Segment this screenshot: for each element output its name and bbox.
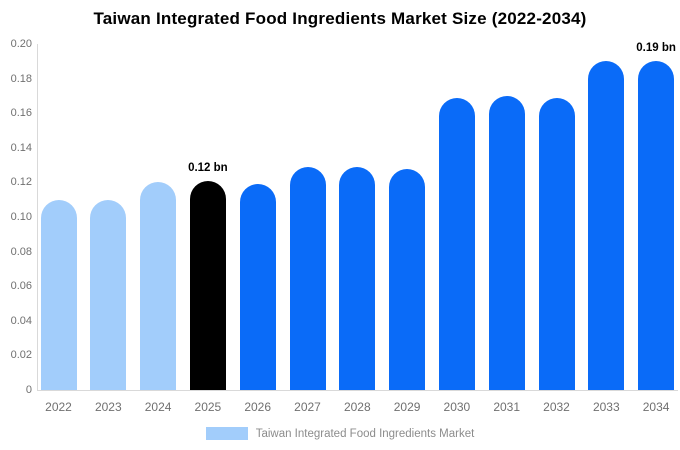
bar-2025[interactable] [189,180,226,390]
x-axis-label-2027: 2027 [294,400,321,414]
bar-2026[interactable] [239,184,276,390]
legend-label: Taiwan Integrated Food Ingredients Marke… [255,427,475,440]
bar-2027[interactable] [289,166,326,390]
x-axis-label-2032: 2032 [543,400,570,414]
bar-2022[interactable] [40,199,77,390]
bar-2032[interactable] [538,97,575,390]
y-axis-label-0.10: 0.10 [10,211,32,223]
y-axis-line [37,44,38,391]
bar-2023[interactable] [90,199,127,390]
bar-value-label-2034: 0.19 bn [636,42,676,55]
bar-value-label-2025: 0.12 bn [188,161,228,174]
x-axis-label-2033: 2033 [592,400,620,414]
y-axis-label-0.06: 0.06 [10,280,32,293]
x-axis-label-2028: 2028 [343,400,371,414]
bar-2024[interactable] [140,182,177,390]
bar-2028[interactable] [339,166,376,390]
y-axis-label-0: 0 [25,384,32,396]
bar-2030[interactable] [438,97,475,390]
y-axis-label-0.02: 0.02 [10,349,32,362]
legend-item[interactable]: Taiwan Integrated Food Ingredients Marke… [205,427,475,440]
x-axis-label-2029: 2029 [393,400,421,414]
y-axis-label-0.16: 0.16 [10,107,32,120]
legend: Taiwan Integrated Food Ingredients Marke… [0,427,680,440]
legend-swatch [205,427,248,440]
x-axis-label-2024: 2024 [144,400,172,414]
x-axis-label-2026: 2026 [244,400,272,414]
bar-2034[interactable] [638,61,675,390]
x-axis-label-2022: 2022 [45,400,72,414]
x-axis-label-2034: 2034 [642,400,670,414]
y-axis-label-0.14: 0.14 [10,141,32,154]
y-axis-label-0.08: 0.08 [10,245,32,258]
x-axis-label-2031: 2031 [493,400,521,414]
y-axis-label-0.20: 0.20 [10,38,32,50]
y-axis-label-0.04: 0.04 [10,314,32,327]
x-axis-label-2030: 2030 [443,400,471,414]
bar-2029[interactable] [389,168,426,390]
x-axis-label-2025: 2025 [194,400,222,414]
bar-2033[interactable] [588,61,625,390]
y-axis-label-0.18: 0.18 [10,72,32,85]
x-axis-label-2023: 2023 [94,400,122,414]
chart-title: Taiwan Integrated Food Ingredients Marke… [93,9,587,28]
y-axis-label-0.12: 0.12 [10,176,32,189]
bar-2031[interactable] [488,95,525,390]
x-axis-line [37,390,678,391]
